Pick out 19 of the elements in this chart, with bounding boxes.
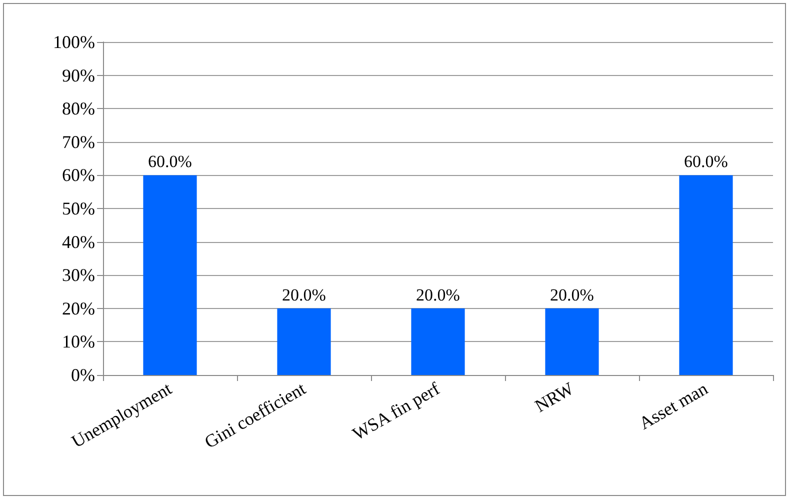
y-tick-label: 0% <box>71 365 95 385</box>
data-label: 20.0% <box>282 285 326 304</box>
y-tick-label: 10% <box>62 332 95 352</box>
x-tick-label: Asset man <box>636 378 711 434</box>
data-label: 20.0% <box>550 285 594 304</box>
data-label: 60.0% <box>684 152 728 172</box>
y-tick-label: 30% <box>62 265 95 286</box>
y-tick-label: 50% <box>62 198 95 218</box>
x-tick-label: NRW <box>532 378 578 416</box>
y-tick-label: 80% <box>62 98 95 119</box>
y-tick-label: 90% <box>62 65 95 86</box>
data-label: 20.0% <box>416 285 460 304</box>
y-tick-label: 100% <box>53 32 95 52</box>
data-label: 60.0% <box>148 152 192 172</box>
y-tick-label: 70% <box>62 132 95 152</box>
y-tick-label: 60% <box>62 165 95 186</box>
y-tick-label: 40% <box>62 232 95 252</box>
x-tick-label: WSA fin perf <box>349 378 443 444</box>
y-tick-label: 20% <box>62 298 95 318</box>
